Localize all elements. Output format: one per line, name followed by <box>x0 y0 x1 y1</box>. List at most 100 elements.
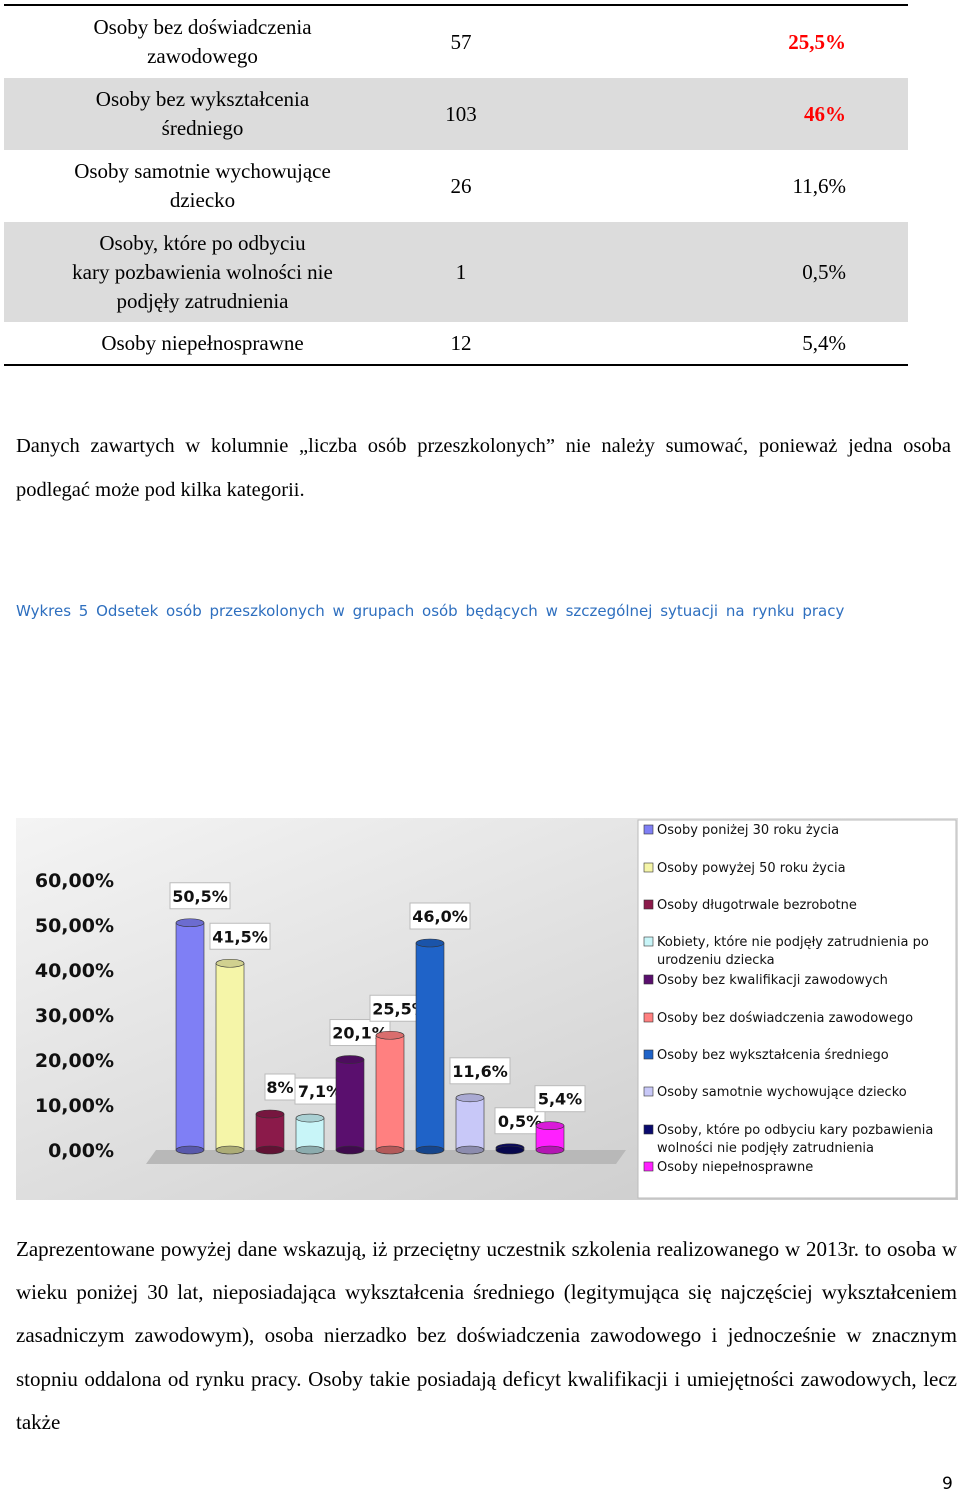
bar-chart: 0,00% 10,00% 20,00% 30,00% 40,00% 50,00% 60,00… <box>16 818 958 1200</box>
bar-highlight <box>456 1098 466 1150</box>
bar-cap <box>375 1030 405 1040</box>
legend-swatch <box>643 1161 654 1172</box>
table-note: Danych zawartych w kolumnie „liczba osób… <box>16 435 951 501</box>
row-label: Osoby bez doświadczenia zawodowego <box>93 15 312 68</box>
row-count: 12 <box>450 330 472 355</box>
bar-cap <box>455 1093 485 1103</box>
legend-label: Osoby długotrwale bezrobotne <box>657 898 857 913</box>
legend-swatch <box>643 974 654 985</box>
table-row: Osoby bez doświadczenia zawodowego 57 25… <box>4 6 908 78</box>
data-label-box <box>534 1085 586 1113</box>
bar <box>375 1034 405 1151</box>
data-label: 11,6% <box>452 1062 508 1081</box>
row-label: Osoby, które po odbyciu kary pozbawienia… <box>72 230 333 313</box>
legend-swatch <box>643 1086 654 1097</box>
legend-label: Osoby bez wykształcenia średniego <box>657 1048 889 1063</box>
bar-base <box>495 1145 525 1155</box>
bar <box>175 922 205 1151</box>
bar-base <box>215 1145 245 1155</box>
bar-base <box>255 1145 285 1155</box>
legend-label: Osoby, które po odbyciu kary pozbawienia <box>657 1123 933 1138</box>
bar-base <box>335 1145 365 1155</box>
data-label-box <box>409 902 471 930</box>
bar-base <box>295 1145 325 1155</box>
chart-legend-box <box>637 819 957 1199</box>
bar-highlight <box>296 1118 306 1150</box>
y-tick-label: 50,00% <box>35 915 114 937</box>
data-label-box <box>264 1073 296 1101</box>
bar-cap <box>295 1113 325 1123</box>
data-label-box <box>209 922 271 950</box>
data-label: 7,1% <box>298 1082 342 1101</box>
legend-label: Osoby powyżej 50 roku życia <box>657 861 846 876</box>
data-table: Osoby bez doświadczenia zawodowego 57 25… <box>4 4 908 366</box>
row-count: 57 <box>450 29 472 54</box>
table-row: Osoby bez wykształcenia średniego 103 46… <box>4 78 908 150</box>
y-tick-label: 0,00% <box>48 1140 114 1162</box>
legend-label: Kobiety, które nie podjęły zatrudnienia … <box>657 935 929 950</box>
data-label: 20,1% <box>332 1024 388 1043</box>
bar-cap <box>335 1055 365 1064</box>
data-label: 50,5% <box>172 887 228 906</box>
bar-highlight <box>216 963 226 1150</box>
y-tick-label: 10,00% <box>35 1095 114 1117</box>
legend-swatch <box>643 824 654 835</box>
bar-base <box>415 1145 445 1155</box>
data-label-box <box>169 882 231 910</box>
data-label-box <box>449 1057 511 1085</box>
legend-swatch <box>643 899 654 910</box>
data-label: 8% <box>266 1078 293 1097</box>
row-label: Osoby samotnie wychowujące dziecko <box>74 159 331 212</box>
legend-swatch <box>643 862 654 873</box>
bar-cap <box>255 1109 285 1119</box>
y-tick-label: 60,00% <box>35 870 114 892</box>
y-tick-label: 30,00% <box>35 1005 114 1027</box>
bar-highlight <box>176 923 186 1150</box>
chart-caption: Wykres 5 Odsetek osób przeszkolonych w g… <box>16 602 845 620</box>
bar-cap <box>535 1121 565 1131</box>
bar-highlight <box>376 1035 386 1150</box>
y-tick-label: 40,00% <box>35 960 114 982</box>
legend-label: wolności nie podjęły zatrudnienia <box>657 1141 874 1156</box>
data-label: 25,5% <box>372 999 428 1018</box>
legend-swatch <box>643 1049 654 1060</box>
page-number: 9 <box>942 1474 953 1494</box>
bar-cap <box>415 938 445 948</box>
bar <box>335 1059 365 1151</box>
row-count: 1 <box>455 259 467 284</box>
row-count: 26 <box>450 173 472 198</box>
row-percent: 5,4% <box>802 330 846 355</box>
legend-label: Osoby poniżej 30 roku życia <box>657 823 839 838</box>
row-label: Osoby niepełnosprawne <box>101 330 304 355</box>
y-tick-label: 20,00% <box>35 1050 114 1072</box>
row-percent: 46% <box>804 101 846 126</box>
legend-label: Osoby samotnie wychowujące dziecko <box>657 1085 907 1100</box>
table-row: Osoby, które po odbyciu kary pozbawienia… <box>4 222 908 322</box>
bar-highlight <box>416 943 426 1150</box>
data-label: 0,5% <box>498 1112 542 1131</box>
bar-cap <box>215 958 245 968</box>
table-row: Osoby niepełnosprawne 12 5,4% <box>4 322 908 364</box>
legend-label: Osoby niepełnosprawne <box>657 1160 813 1175</box>
row-percent: 25,5% <box>788 29 846 54</box>
legend-swatch <box>643 1124 654 1135</box>
data-label: 46,0% <box>412 907 468 926</box>
legend-label: Osoby bez kwalifikacji zawodowych <box>657 973 888 988</box>
row-label: Osoby bez wykształcenia średniego <box>95 87 310 140</box>
bar-base <box>455 1145 485 1155</box>
table-row: Osoby samotnie wychowujące dziecko 26 11… <box>4 150 908 222</box>
data-label: 41,5% <box>212 927 268 946</box>
row-percent: 11,6% <box>792 173 846 198</box>
legend-label: urodzeniu dziecka <box>657 953 775 968</box>
bar-base <box>535 1145 565 1155</box>
legend-label: Osoby bez doświadczenia zawodowego <box>657 1011 913 1026</box>
bar-base <box>375 1145 405 1155</box>
chart-svg: 0,00% 10,00% 20,00% 30,00% 40,00% 50,00% 60,00… <box>16 818 958 1200</box>
bar-cap <box>175 918 205 928</box>
data-label: 5,4% <box>538 1090 582 1109</box>
legend-swatch <box>643 1012 654 1023</box>
body-paragraph: Zaprezentowane powyżej dane wskazują, iż… <box>16 1237 957 1434</box>
bar-base <box>175 1145 205 1155</box>
bar-highlight <box>336 1060 346 1150</box>
row-percent: 0,5% <box>802 259 846 284</box>
